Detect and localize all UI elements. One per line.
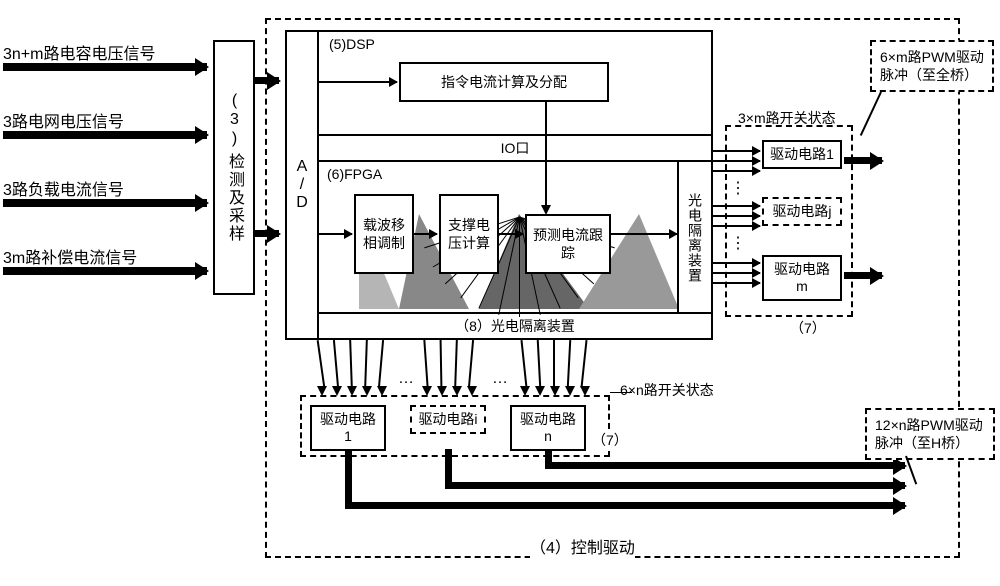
right-drive-1: 驱动电路1 [762,140,842,169]
opto-to-drivem-b [713,272,760,274]
predict-i-label: 预测电流跟踪 [531,226,605,262]
detect-sample-label: 检测及采样 [222,153,246,243]
output-top-label: 6×m路PWM驱动脉冲（至全桥） [880,49,984,83]
io-label: IO口 [501,138,530,158]
support-v-box: 支撑电压计算 [439,194,499,274]
drivem-out-arrow [844,272,882,279]
opto-to-drivej-c [713,225,760,227]
dsp-area: (5)DSP 指令电流计算及分配 [319,32,711,136]
ad-d: D [296,194,308,212]
fan-dr-3 [553,340,555,388]
dsp-inner-label: 指令电流计算及分配 [441,73,567,91]
fpga-area: (6)FPGA 载波移相调制 支撑电压计算 预测电流跟踪 [319,162,711,314]
right-vdots-1: ⋮ [730,185,746,193]
right-drive-m: 驱动电路m [762,255,842,301]
dsp-label: (5)DSP [329,36,375,52]
bot-arrow-1 [317,386,327,396]
drive1-out-arrow [844,157,882,164]
opto-to-drivej-b [713,215,760,217]
right-drive-j: 驱动电路j [762,197,842,226]
ad-a: A [297,158,308,176]
output-bottom-box: 12×n路PWM驱动脉冲（至H桥） [865,408,995,460]
input-cap-voltage-label: 3n+m路电容电压信号 [3,40,175,64]
carrier-label: 载波移相调制 [360,216,408,252]
right-drive-num: （7） [790,318,826,338]
opto-to-drive1-a [713,150,760,152]
carrier-to-support-arrow [414,233,437,235]
bd1-h [345,502,905,509]
input-load-current-label: 3路负载电流信号 [3,176,175,200]
ad-to-carrier-arrow [319,233,352,235]
bottom-hdots-1: … [398,370,416,388]
bottom-status-anchor [618,390,619,391]
bottom-status-label: 6×n路开关状态 [620,380,714,400]
dsp-inner-box: 指令电流计算及分配 [399,62,609,102]
bottom-drive-n: 驱动电路n [510,405,586,451]
carrier-box: 载波移相调制 [354,194,414,274]
bdn-h [545,462,905,469]
opto-to-drivej-a [713,205,760,207]
bottom-drive-1: 驱动电路1 [310,405,386,451]
ad-slash: / [300,176,304,194]
output-top-box: 6×m路PWM驱动脉冲（至全桥） [870,40,994,92]
detect-sample-block: (3) 检测及采样 [213,40,255,295]
opto-to-drive1-c [713,170,760,172]
bottom-status-leader [610,392,632,393]
ad-column: A / D [287,32,319,338]
right-drive-j-label: 驱动电路j [772,203,831,219]
detect-to-dsp-arrow [255,77,279,84]
right-drive-1-label: 驱动电路1 [770,146,834,162]
bottom-drive-num: （7） [592,430,628,450]
opto-right-block: 光电隔离装置 [677,162,711,314]
bottom-hdots-2: … [492,370,510,388]
predict-i-box: 预测电流跟踪 [525,214,611,274]
support-to-predict-arrow [499,233,523,235]
detect-num-label: (3) [225,92,243,149]
bdi-h [445,482,905,489]
opto-right-label: 光电隔离装置 [685,193,705,283]
opto-bottom-label: （8）光电隔离装置 [455,316,575,336]
bottom-drive-i-label: 驱动电路i [418,411,477,427]
right-drive-m-label: 驱动电路m [774,261,830,294]
opto-to-drivem-c [713,282,760,284]
opto-to-drive1-b [713,160,760,162]
bd1-v [345,449,352,509]
support-v-label: 支撑电压计算 [445,216,493,252]
right-vdots-2: ⋮ [730,240,746,248]
bottom-drive-i: 驱动电路i [410,405,486,434]
ad-to-dsp-arrow [319,81,397,83]
input-load-current-arrow [3,199,207,207]
output-bottom-label: 12×n路PWM驱动脉冲（至H桥） [875,417,983,451]
io-row: IO口 [319,136,711,162]
input-grid-voltage-arrow [3,131,207,139]
dsp-fpga-block: A / D (5)DSP 指令电流计算及分配 IO口 (6)FPGA [285,30,713,340]
bot-arrow-12 [550,386,560,396]
control-drive-label: （4）控制驱动 [530,534,635,558]
input-cap-voltage-arrow [3,63,207,71]
detect-to-fpga-arrow [255,230,279,237]
opto-bottom-row: （8）光电隔离装置 [319,312,711,338]
bottom-drive-1-label: 驱动电路1 [320,411,376,444]
input-comp-current-arrow [3,267,207,275]
fpga-label: (6)FPGA [327,166,382,182]
opto-to-drivem-a [713,262,760,264]
input-grid-voltage-label: 3路电网电压信号 [3,108,175,132]
predict-to-opto-arrow [611,233,677,235]
input-comp-current-label: 3m路补偿电流信号 [3,244,175,268]
bottom-drive-n-label: 驱动电路n [520,411,576,444]
